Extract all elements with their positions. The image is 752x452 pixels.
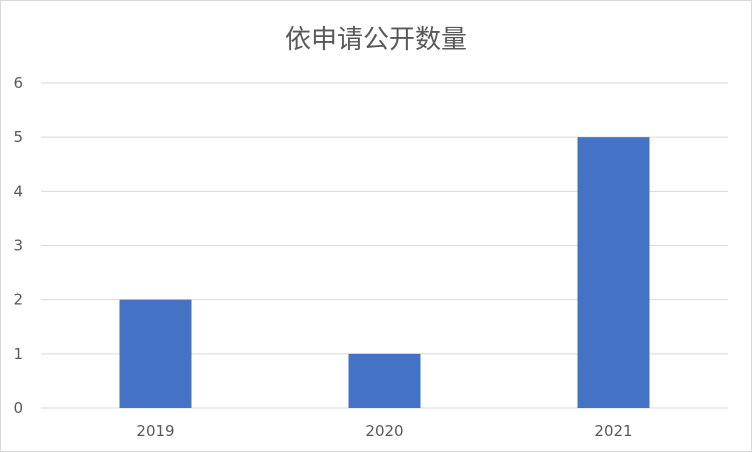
y-tick-label: 0 <box>13 399 23 417</box>
bar <box>577 137 650 408</box>
x-tick-label: 2021 <box>594 422 632 440</box>
bar <box>348 353 421 408</box>
x-tick-label: 2019 <box>136 422 174 440</box>
chart-title: 依申请公开数量 <box>285 25 467 55</box>
y-tick-label: 4 <box>13 182 23 200</box>
y-tick-label: 5 <box>13 128 23 146</box>
x-tick-label: 2020 <box>365 422 403 440</box>
y-tick-label: 2 <box>13 291 23 309</box>
y-tick-label: 1 <box>13 345 23 363</box>
bar <box>119 299 192 408</box>
y-tick-label: 3 <box>13 237 23 255</box>
y-tick-label: 6 <box>13 74 23 92</box>
